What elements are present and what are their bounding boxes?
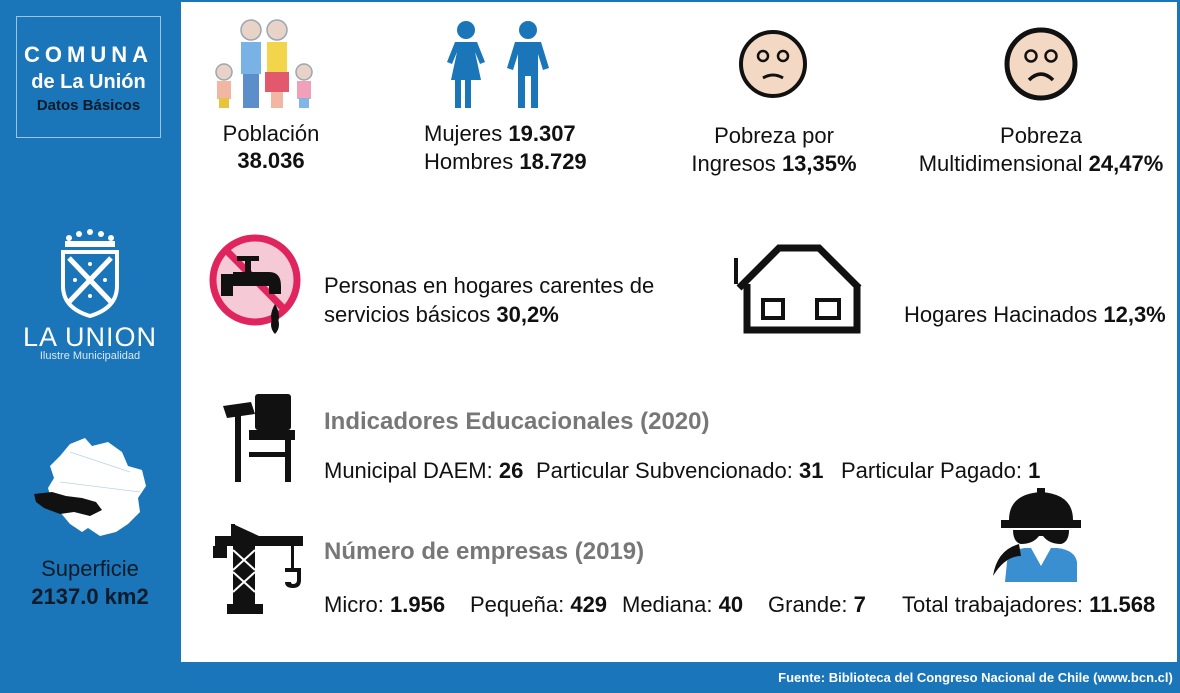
women-value: 19.307 bbox=[508, 121, 576, 146]
education-heading: Indicadores Educacionales (2020) bbox=[324, 408, 710, 435]
sidebar: COMUNA de La Unión Datos Básicos LA UNIO… bbox=[0, 0, 180, 693]
sad-face-icon bbox=[739, 30, 807, 98]
overcrowding-stat: Hogares Hacinados 12,3% bbox=[904, 301, 1166, 328]
population-label: Población bbox=[222, 121, 320, 146]
education-municipal-label: Municipal DAEM: bbox=[324, 458, 493, 483]
services-value: 30,2% bbox=[496, 302, 559, 327]
education-paid-label: Particular Pagado: bbox=[841, 458, 1022, 483]
no-water-tap-icon bbox=[209, 234, 301, 334]
house-icon bbox=[734, 244, 862, 334]
services-label: servicios básicos bbox=[324, 302, 491, 327]
crane-icon bbox=[213, 524, 303, 614]
education-paid: Particular Pagado: 1 bbox=[841, 457, 1040, 484]
companies-workers-label: Total trabajadores: bbox=[902, 592, 1083, 617]
source-footer: Fuente: Biblioteca del Congreso Nacional… bbox=[771, 663, 1180, 693]
family-icon bbox=[215, 19, 313, 108]
surface-label: Superficie bbox=[41, 556, 139, 581]
title-comuna: COMUNA bbox=[24, 42, 153, 67]
education-municipal: Municipal DAEM: 26 bbox=[324, 457, 523, 484]
education-subsidized-value: 31 bbox=[798, 458, 824, 483]
education-municipal-value: 26 bbox=[498, 458, 524, 483]
municipal-crest-icon bbox=[61, 229, 119, 318]
poverty-multi-value: 24,47% bbox=[1088, 151, 1164, 176]
companies-small-value: 429 bbox=[570, 592, 608, 617]
companies-small: Pequeña: 429 bbox=[470, 591, 607, 618]
companies-large-value: 7 bbox=[853, 592, 866, 617]
companies-micro: Micro: 1.956 bbox=[324, 591, 445, 618]
main-panel: Población 38.036 Mujeres 19.307 Hombres … bbox=[181, 2, 1177, 662]
school-desk-icon bbox=[223, 394, 295, 482]
poverty-income-label: Ingresos bbox=[691, 151, 776, 176]
commune-map-icon bbox=[34, 438, 146, 536]
poverty-multi-label: Multidimensional bbox=[918, 151, 1083, 176]
title-commune-name: de La Unión bbox=[31, 71, 146, 93]
surface-value: 2137.0 km2 bbox=[31, 584, 149, 609]
companies-micro-value: 1.956 bbox=[390, 592, 446, 617]
companies-medium: Mediana: 40 bbox=[622, 591, 743, 618]
companies-micro-label: Micro: bbox=[324, 592, 384, 617]
women-label: Mujeres bbox=[424, 121, 503, 146]
education-subsidized: Particular Subvencionado: 31 bbox=[536, 457, 823, 484]
overcrowding-value: 12,3% bbox=[1103, 302, 1166, 327]
municipality-subtitle: Ilustre Municipalidad bbox=[39, 350, 141, 362]
women-stat: Mujeres 19.307 bbox=[424, 120, 576, 147]
companies-workers-value: 11.568 bbox=[1089, 592, 1156, 617]
companies-small-label: Pequeña: bbox=[470, 592, 565, 617]
companies-medium-value: 40 bbox=[718, 592, 744, 617]
population-value: 38.036 bbox=[237, 148, 305, 173]
men-stat: Hombres 18.729 bbox=[424, 148, 587, 175]
poverty-multi-line1: Pobreza bbox=[1000, 123, 1082, 148]
overcrowding-label: Hogares Hacinados bbox=[904, 302, 1098, 327]
companies-heading: Número de empresas (2019) bbox=[324, 538, 645, 565]
men-value: 18.729 bbox=[519, 149, 587, 174]
companies-medium-label: Mediana: bbox=[622, 592, 713, 617]
companies-workers: Total trabajadores: 11.568 bbox=[902, 591, 1155, 618]
municipality-name: LA UNION bbox=[22, 322, 158, 352]
frown-face-icon bbox=[1004, 27, 1078, 101]
companies-large: Grande: 7 bbox=[768, 591, 866, 618]
education-subsidized-label: Particular Subvencionado: bbox=[536, 458, 793, 483]
services-stat: servicios básicos 30,2% bbox=[324, 301, 559, 328]
poverty-multi-stat: Multidimensional 24,47% bbox=[911, 150, 1171, 177]
poverty-income-line1: Pobreza por bbox=[714, 123, 834, 148]
title-box: COMUNA de La Unión Datos Básicos bbox=[16, 16, 161, 138]
worker-icon bbox=[993, 488, 1081, 582]
poverty-income-value: 13,35% bbox=[781, 151, 857, 176]
companies-large-label: Grande: bbox=[768, 592, 848, 617]
women-men-icon bbox=[447, 21, 549, 108]
title-subtitle: Datos Básicos bbox=[36, 97, 141, 114]
services-line1: Personas en hogares carentes de bbox=[324, 273, 655, 298]
poverty-income-stat: Ingresos 13,35% bbox=[679, 150, 869, 177]
men-label: Hombres bbox=[424, 149, 514, 174]
education-paid-value: 1 bbox=[1028, 458, 1041, 483]
